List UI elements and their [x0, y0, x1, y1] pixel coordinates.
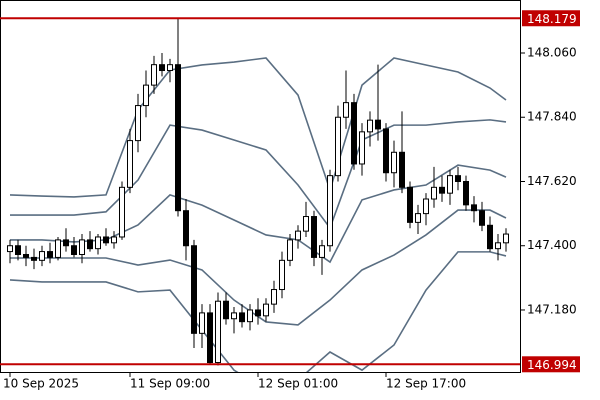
candle-body: [479, 210, 485, 226]
candle-body: [207, 312, 213, 364]
candle-body: [399, 151, 405, 188]
y-tick-label: 147.620: [527, 174, 577, 188]
y-tick-label: 147.840: [527, 110, 577, 124]
candle-body: [167, 64, 173, 72]
candle-body: [359, 131, 365, 165]
candle-body: [135, 105, 141, 142]
band-line: [9, 57, 507, 198]
candle-body: [23, 253, 29, 258]
candle-body: [487, 224, 493, 250]
candle-body: [87, 239, 93, 250]
y-tick-label: 147.400: [527, 238, 577, 252]
candle-body: [255, 309, 261, 317]
y-tick-label: 147.180: [527, 302, 577, 316]
candle-body: [279, 259, 285, 291]
candle-body: [71, 245, 77, 255]
candle-body: [151, 64, 157, 86]
x-tick-label: 12 Sep 01:00: [258, 377, 338, 391]
band-line: [10, 119, 507, 230]
candle-body: [79, 239, 85, 255]
candle-body: [191, 245, 197, 334]
price-label-box: [522, 10, 580, 27]
candle-body: [119, 186, 125, 238]
candle-body: [55, 239, 61, 258]
candle-body: [287, 239, 293, 261]
candle-body: [183, 210, 189, 247]
candle-body: [503, 233, 509, 244]
x-tick-label: 11 Sep 09:00: [130, 377, 210, 391]
candle-body: [247, 309, 253, 323]
candle-body: [231, 312, 237, 320]
candle-body: [463, 180, 469, 206]
price-label: 148.179: [527, 12, 577, 26]
candle-body: [95, 236, 101, 250]
candle-body: [447, 175, 453, 194]
y-tick-label: 148.060: [527, 46, 577, 60]
candle-body: [455, 175, 461, 182]
candle-body: [159, 64, 165, 72]
x-tick-label: 10 Sep 2025: [3, 377, 79, 391]
candle-body: [415, 213, 421, 223]
band-line: [9, 251, 507, 372]
candle-body: [343, 102, 349, 118]
candle-body: [199, 312, 205, 334]
candle-body: [7, 245, 13, 253]
candle-body: [295, 230, 301, 241]
candle-body: [47, 251, 53, 258]
axes: 148.060 147.840 147.620 147.400 147.180 10 Se…: [0, 10, 580, 391]
candle-body: [39, 251, 45, 261]
price-label: 146.994: [527, 358, 577, 372]
candle-body: [375, 119, 381, 130]
candle-body: [63, 239, 69, 247]
candle-body: [143, 84, 149, 107]
candle-body: [391, 151, 397, 174]
candle-body: [439, 186, 445, 194]
candle-body: [175, 64, 181, 212]
candle-body: [407, 186, 413, 223]
plot-area: [7, 18, 509, 372]
candle-body: [471, 204, 477, 212]
candle-body: [351, 102, 357, 165]
band-line: [10, 209, 507, 326]
candle-body: [215, 300, 221, 364]
candle-body: [335, 116, 341, 177]
candle-body: [127, 140, 133, 188]
candle-body: [303, 216, 309, 232]
candle-body: [431, 186, 437, 200]
candle-body: [367, 119, 373, 133]
candle-body: [103, 236, 109, 244]
candle-body: [31, 256, 37, 261]
candle-body: [319, 245, 325, 258]
candle-body: [111, 236, 117, 244]
x-tick-label: 12 Sep 17:00: [386, 377, 466, 391]
candle-body: [311, 216, 317, 258]
candle-body: [239, 312, 245, 323]
candle-body: [263, 303, 269, 317]
candle-body: [423, 198, 429, 215]
candle-body: [271, 289, 277, 305]
price-label-box: [522, 356, 580, 373]
candle-body: [495, 242, 501, 250]
candle-body: [327, 175, 333, 247]
candle-body: [383, 128, 389, 174]
candle-body: [223, 300, 229, 320]
candle-body: [15, 245, 21, 255]
